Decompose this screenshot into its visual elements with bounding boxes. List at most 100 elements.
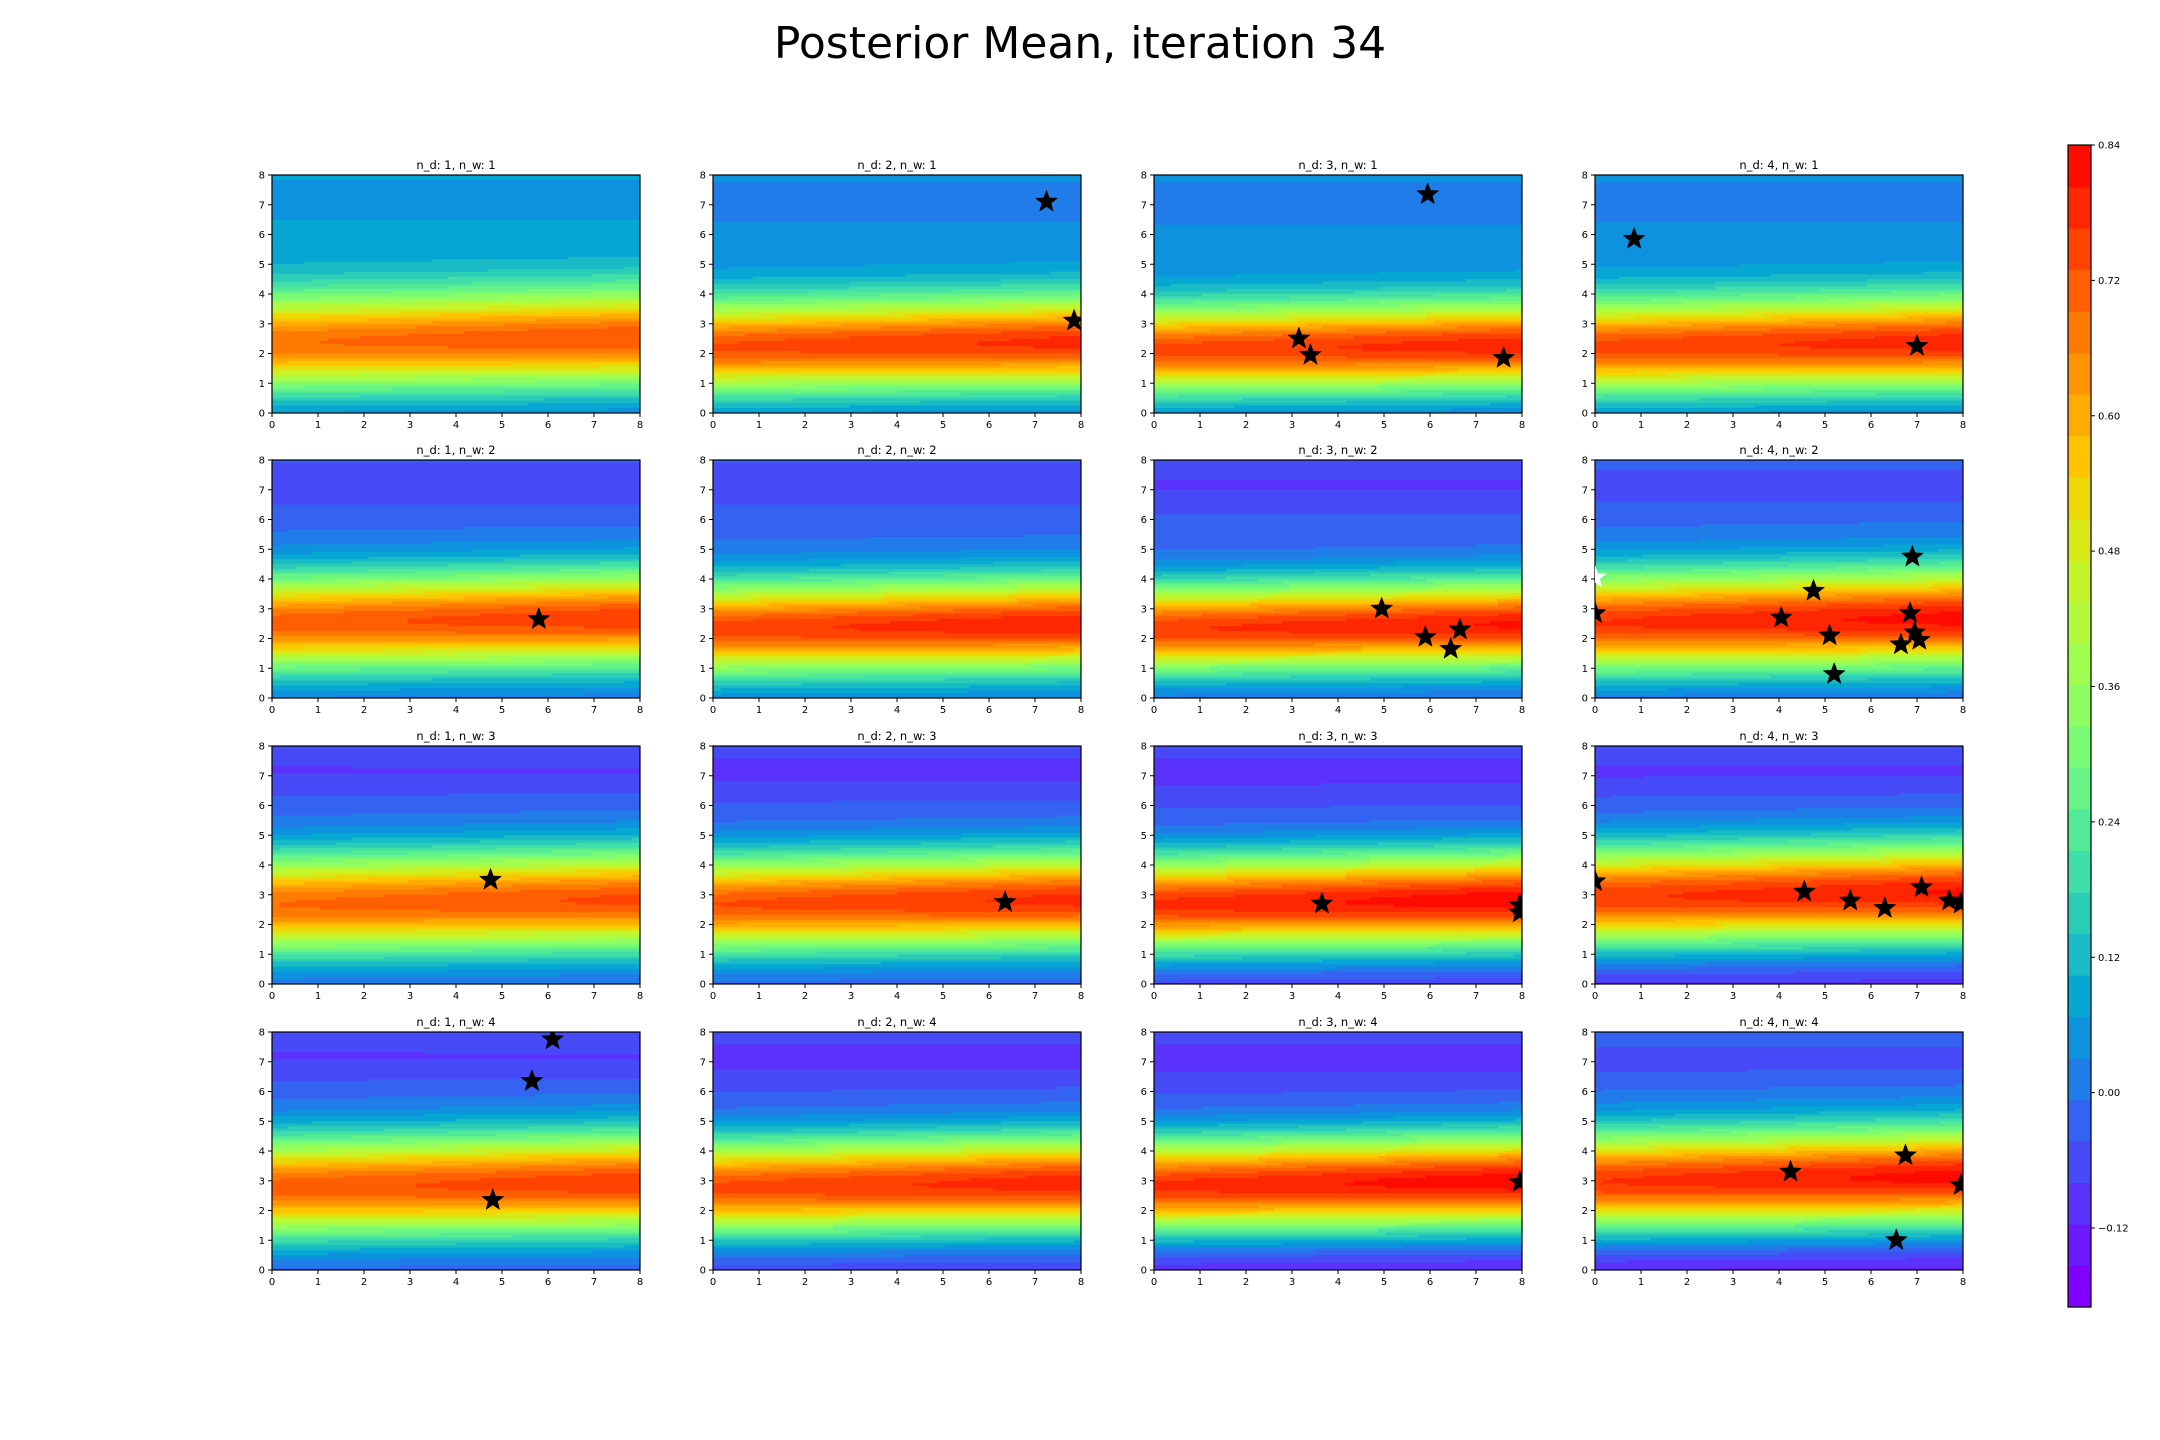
x-tick-label: 1 [315,705,321,716]
x-tick-label: 3 [407,991,413,1002]
x-tick-label: 7 [1914,420,1920,431]
x-tick-label: 3 [1730,705,1736,716]
y-tick-label: 1 [700,664,706,675]
x-tick-label: 2 [802,705,808,716]
y-tick-label: 7 [700,1057,706,1068]
x-tick-label: 3 [1730,991,1736,1002]
y-tick-label: 1 [1582,379,1588,390]
y-tick-label: 7 [259,771,265,782]
y-tick-label: 1 [700,1236,706,1247]
colorbar-band [2068,768,2091,810]
y-tick-label: 2 [700,920,706,931]
y-tick-label: 8 [1141,742,1147,753]
colorbar-band [2068,685,2091,727]
x-tick-label: 1 [756,1277,762,1288]
x-tick-label: 0 [710,705,716,716]
y-tick-label: 6 [1141,230,1147,241]
x-tick-label: 7 [1914,991,1920,1002]
y-tick-label: 4 [1582,1147,1588,1158]
y-tick-label: 3 [1141,890,1147,901]
y-tick-label: 8 [1582,1028,1588,1039]
x-tick-label: 5 [1822,705,1828,716]
colorbar-band [2068,1100,2091,1142]
subplot-title: n_d: 1, n_w: 1 [416,158,495,172]
contour-field [272,175,641,414]
colorbar-tick-label: −0.12 [2098,1224,2129,1235]
y-tick-label: 8 [1141,1028,1147,1039]
x-tick-label: 5 [1822,420,1828,431]
x-tick-label: 3 [1730,420,1736,431]
x-tick-label: 2 [361,1277,367,1288]
x-tick-label: 3 [848,991,854,1002]
colorbar-tick-label: 0.72 [2098,276,2120,287]
contour-field [1154,746,1523,985]
y-tick-label: 8 [1582,171,1588,182]
y-tick-label: 8 [700,171,706,182]
y-tick-label: 3 [700,890,706,901]
colorbar-tick-label: 0.60 [2098,411,2120,422]
y-tick-label: 8 [700,1028,706,1039]
x-tick-label: 2 [1684,420,1690,431]
x-tick-label: 4 [894,705,900,716]
subplot-title: n_d: 2, n_w: 3 [857,729,936,743]
y-tick-label: 6 [259,1087,265,1098]
x-tick-label: 5 [499,1277,505,1288]
x-tick-label: 0 [710,420,716,431]
x-tick-label: 7 [1032,420,1038,431]
x-tick-label: 7 [591,991,597,1002]
x-tick-label: 4 [1335,420,1341,431]
y-tick-label: 0 [1582,980,1588,991]
colorbar-band [2068,519,2091,561]
contour-field [713,175,1082,414]
contour-field [1154,1032,1523,1271]
y-tick-label: 3 [259,604,265,615]
y-tick-label: 7 [1141,485,1147,496]
colorbar-band [2068,1141,2091,1183]
y-tick-label: 4 [1582,290,1588,301]
colorbar-band [2068,560,2091,602]
y-tick-label: 2 [259,634,265,645]
y-tick-label: 1 [1582,1236,1588,1247]
colorbar-band [2068,975,2091,1017]
y-tick-label: 8 [259,1028,265,1039]
x-tick-label: 6 [545,420,551,431]
y-tick-label: 5 [700,260,706,271]
y-tick-label: 0 [1141,409,1147,420]
y-tick-label: 5 [259,260,265,271]
x-tick-label: 5 [1381,705,1387,716]
x-tick-label: 0 [1592,991,1598,1002]
y-tick-label: 0 [259,409,265,420]
colorbar-band [2068,602,2091,644]
y-tick-label: 8 [700,456,706,467]
y-tick-label: 2 [1141,920,1147,931]
x-tick-label: 2 [1243,705,1249,716]
subplot-title: n_d: 2, n_w: 2 [857,443,936,457]
subplot-title: n_d: 3, n_w: 1 [1298,158,1377,172]
colorbar-tick-label: 0.12 [2098,953,2120,964]
y-tick-label: 6 [1582,515,1588,526]
contour-field [1154,460,1523,699]
colorbar-band [2068,1183,2091,1225]
x-tick-label: 5 [499,420,505,431]
y-tick-label: 5 [259,545,265,556]
colorbar-band [2068,477,2091,519]
x-tick-label: 5 [940,991,946,1002]
y-tick-label: 0 [1141,694,1147,705]
colorbar-band [2068,394,2091,436]
x-tick-label: 7 [1032,991,1038,1002]
y-tick-label: 7 [700,771,706,782]
x-tick-label: 7 [1473,420,1479,431]
x-tick-label: 4 [1776,705,1782,716]
x-tick-label: 2 [802,420,808,431]
y-tick-label: 2 [700,1206,706,1217]
x-tick-label: 6 [545,991,551,1002]
y-tick-label: 3 [1141,1176,1147,1187]
x-tick-label: 7 [1473,1277,1479,1288]
x-tick-label: 1 [315,420,321,431]
contour-field [272,1032,641,1271]
colorbar: 0.840.720.600.480.360.240.120.00−0.12 [2068,141,2129,1308]
y-tick-label: 1 [259,950,265,961]
